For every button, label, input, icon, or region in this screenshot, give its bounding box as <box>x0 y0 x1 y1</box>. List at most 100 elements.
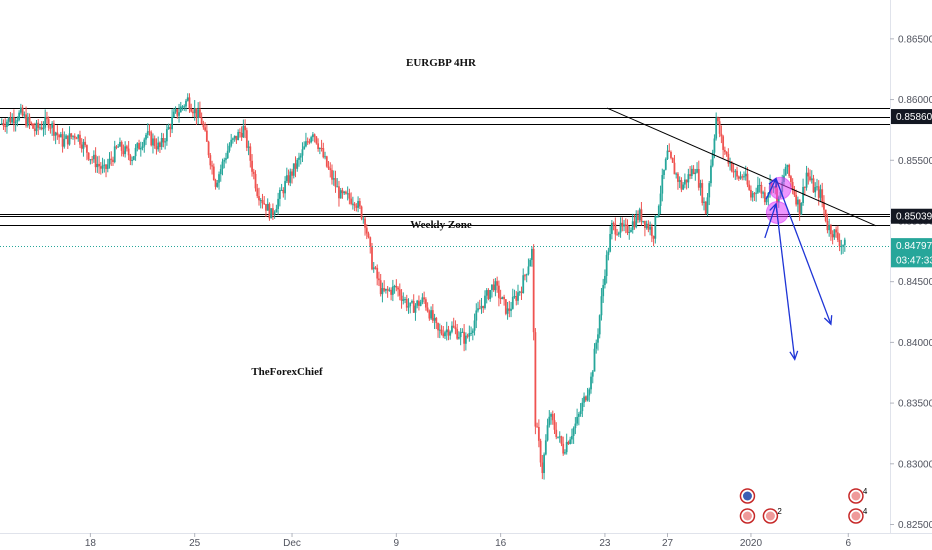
candle-body <box>94 154 97 168</box>
candle-body <box>756 185 759 193</box>
candle-body <box>595 342 598 349</box>
price-label-box <box>891 109 932 125</box>
candle-body <box>703 201 705 203</box>
candle-body <box>164 141 167 143</box>
candle-body <box>708 183 711 198</box>
candle-body <box>254 173 257 189</box>
candle-body <box>664 159 667 170</box>
candle-body <box>682 184 685 190</box>
candle-body <box>412 300 415 313</box>
candle-body <box>692 168 695 175</box>
candle-body <box>120 141 123 151</box>
candle-body <box>298 157 300 160</box>
candle-body <box>605 254 608 277</box>
candle-body <box>127 148 130 156</box>
candle-body <box>108 158 111 165</box>
candle-body <box>157 142 160 150</box>
candle-body <box>2 123 5 126</box>
candle-body <box>574 423 577 429</box>
candle-body <box>635 215 638 228</box>
projection-arrow-shaft <box>764 203 777 239</box>
price-label-box <box>891 208 932 224</box>
candle-body <box>391 286 394 295</box>
candle-body <box>644 220 646 228</box>
chart-title: EURGBP 4HR <box>406 57 477 69</box>
candle-body <box>835 229 838 233</box>
candle-body <box>66 135 69 145</box>
candle-body <box>824 209 827 222</box>
candle-body <box>167 126 170 130</box>
candle-body <box>470 332 472 334</box>
candle-body <box>296 159 299 169</box>
candle-body <box>598 315 601 335</box>
candle-body <box>28 116 31 123</box>
candle-body <box>364 218 366 228</box>
candle-body <box>317 143 320 149</box>
candle-body <box>414 305 417 313</box>
candle-body <box>345 191 347 194</box>
candle-body <box>760 184 763 194</box>
candle-body <box>624 224 627 226</box>
candle-body <box>308 141 311 143</box>
candle-body <box>604 276 606 285</box>
candle-body <box>68 133 71 145</box>
price-tick-label: 0.82500 <box>898 520 932 531</box>
candle-body <box>0 123 3 125</box>
candle-body <box>750 189 752 198</box>
candle-body <box>675 173 678 175</box>
candle-body <box>273 212 276 215</box>
candle-body <box>661 174 664 194</box>
candle-body <box>193 108 196 114</box>
candle-body <box>489 290 492 299</box>
candle-body <box>292 163 295 176</box>
candle-body <box>305 141 307 147</box>
candle-body <box>689 174 691 176</box>
candle-body <box>61 134 64 147</box>
candle-body <box>96 163 99 168</box>
candle-body <box>734 170 737 172</box>
candle-body <box>722 136 725 150</box>
time-axis: 18 25 Dec 9 16 23 27 2020 6 <box>85 533 852 549</box>
candle-body <box>642 220 645 222</box>
candle-body <box>713 138 716 153</box>
candle-body <box>117 146 120 148</box>
candle-body <box>581 402 584 412</box>
candle-body <box>421 297 424 303</box>
candle-body <box>395 285 398 288</box>
candle-body <box>614 224 617 235</box>
candle-body <box>557 436 559 438</box>
candle-body <box>459 332 462 338</box>
candle-body <box>451 325 453 332</box>
candle-body <box>315 136 318 144</box>
candle-body <box>579 411 582 414</box>
candle-body <box>673 162 676 175</box>
event-count: 2 <box>777 507 782 516</box>
candle-body <box>39 127 41 129</box>
candle-body <box>49 127 52 129</box>
candle-body <box>416 300 419 306</box>
candle-body <box>468 333 471 337</box>
candle-body <box>237 132 240 141</box>
weekly-zone-label: Weekly Zone <box>410 219 472 231</box>
candle-body <box>212 166 215 181</box>
candle-body <box>626 224 629 233</box>
candle-body <box>232 138 234 140</box>
candle-body <box>583 396 585 403</box>
candle-body <box>572 428 575 436</box>
candle-body <box>384 288 387 291</box>
candle-body <box>301 149 304 156</box>
candle-body <box>119 141 121 147</box>
candle-body <box>843 239 846 246</box>
candle-body <box>277 198 280 209</box>
candle-body <box>357 201 359 208</box>
candle-body <box>531 248 533 260</box>
candle-body <box>510 308 512 311</box>
candle-body <box>59 134 62 138</box>
candle-body <box>79 134 81 145</box>
candle-body <box>569 439 572 444</box>
candle-body <box>437 323 439 331</box>
candle-body <box>616 234 618 236</box>
candle-body <box>139 147 142 150</box>
